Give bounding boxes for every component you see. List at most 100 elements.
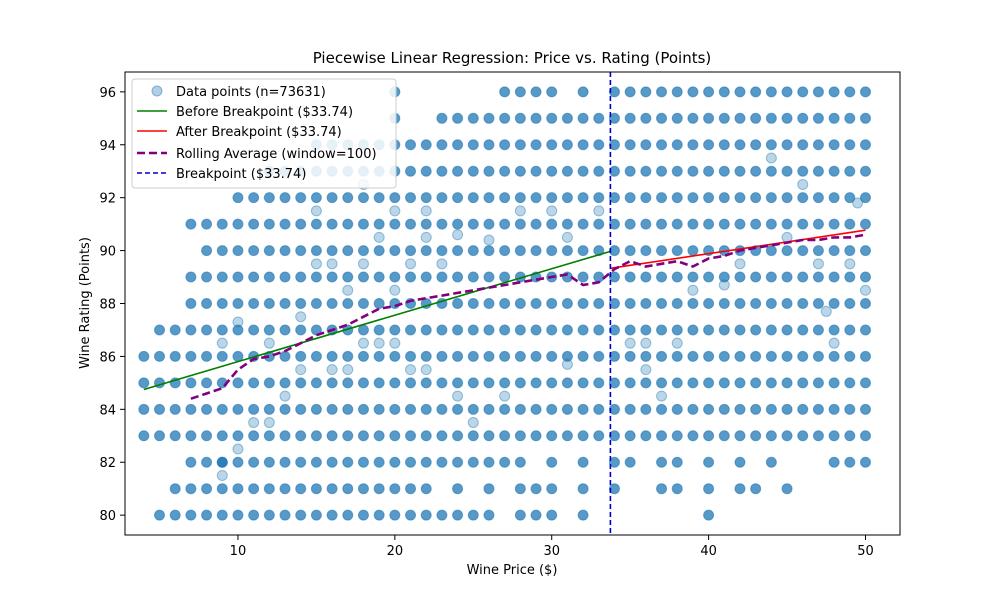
data-point	[765, 271, 777, 283]
data-point	[263, 403, 275, 415]
data-point	[656, 350, 668, 362]
data-point	[420, 205, 432, 217]
data-point	[828, 112, 840, 124]
data-point	[232, 271, 244, 283]
data-point	[671, 430, 683, 442]
data-point	[483, 456, 495, 468]
data-point	[420, 324, 432, 336]
data-point	[844, 86, 856, 98]
data-point	[624, 165, 636, 177]
data-point	[357, 271, 369, 283]
data-point	[765, 456, 777, 468]
data-point	[656, 165, 668, 177]
data-point	[326, 364, 338, 376]
data-point	[201, 218, 213, 230]
data-point	[216, 245, 228, 257]
data-point	[844, 377, 856, 389]
data-point	[546, 139, 558, 151]
data-point	[373, 271, 385, 283]
data-point	[499, 245, 511, 257]
data-point	[514, 324, 526, 336]
data-point	[499, 192, 511, 204]
data-point	[405, 403, 417, 415]
data-point	[561, 403, 573, 415]
data-point	[781, 112, 793, 124]
data-point	[326, 456, 338, 468]
data-point	[577, 456, 589, 468]
data-point	[781, 403, 793, 415]
data-point	[216, 324, 228, 336]
data-point	[499, 86, 511, 98]
data-point	[138, 403, 150, 415]
data-point	[624, 456, 636, 468]
data-point	[530, 112, 542, 124]
data-point	[640, 298, 652, 309]
data-point	[232, 218, 244, 230]
data-point	[310, 403, 322, 415]
data-point	[844, 298, 856, 309]
data-point	[373, 403, 385, 415]
data-point	[608, 271, 620, 283]
data-point	[357, 430, 369, 442]
legend-label-points: Data points (n=73631)	[176, 85, 326, 100]
data-point	[138, 350, 150, 362]
data-point	[169, 509, 181, 521]
data-point	[734, 192, 746, 204]
data-point	[310, 483, 322, 495]
data-point	[452, 350, 464, 362]
data-point	[608, 430, 620, 442]
data-point	[844, 165, 856, 177]
data-point	[577, 192, 589, 204]
data-point	[656, 139, 668, 151]
data-point	[640, 271, 652, 283]
data-point	[577, 139, 589, 151]
data-point	[640, 364, 652, 376]
data-point	[326, 483, 338, 495]
data-point	[687, 112, 699, 124]
data-point	[373, 192, 385, 204]
data-point	[483, 324, 495, 336]
data-point	[703, 483, 715, 495]
data-point	[546, 483, 558, 495]
data-point	[483, 430, 495, 442]
data-point	[859, 403, 871, 415]
data-point	[608, 350, 620, 362]
data-point	[671, 337, 683, 349]
data-point	[608, 192, 620, 204]
data-point	[389, 284, 401, 296]
data-point	[483, 234, 495, 246]
data-point	[436, 430, 448, 442]
data-point	[546, 350, 558, 362]
data-point	[514, 205, 526, 217]
data-point	[656, 218, 668, 230]
data-point	[561, 112, 573, 124]
data-point	[326, 192, 338, 204]
data-point	[561, 231, 573, 243]
data-point	[703, 403, 715, 415]
data-point	[546, 509, 558, 521]
data-point	[656, 298, 668, 309]
data-point	[624, 218, 636, 230]
data-point	[279, 390, 291, 402]
data-point	[656, 483, 668, 495]
data-point	[797, 271, 809, 283]
data-point	[436, 456, 448, 468]
data-point	[624, 403, 636, 415]
data-point	[828, 456, 840, 468]
data-point	[310, 271, 322, 283]
data-point	[295, 364, 307, 376]
data-point	[216, 403, 228, 415]
data-point	[436, 403, 448, 415]
data-point	[718, 279, 730, 291]
data-point	[530, 245, 542, 257]
data-point	[671, 218, 683, 230]
data-point	[310, 456, 322, 468]
data-point	[420, 218, 432, 230]
data-point	[781, 350, 793, 362]
data-point	[781, 271, 793, 283]
data-point	[467, 271, 479, 283]
data-point	[232, 483, 244, 495]
data-point	[342, 245, 354, 257]
data-point	[593, 271, 605, 283]
data-point	[734, 456, 746, 468]
